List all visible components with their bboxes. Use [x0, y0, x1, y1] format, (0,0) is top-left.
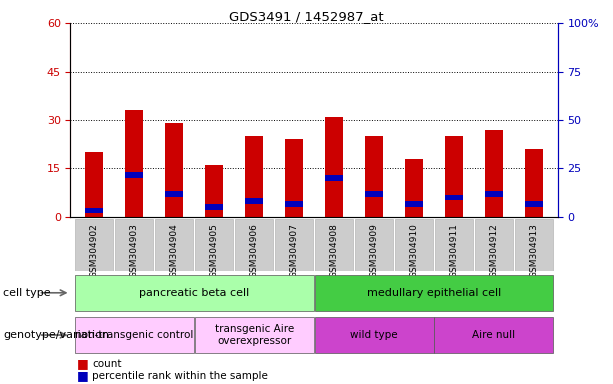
Bar: [355, 219, 393, 271]
Text: GSM304906: GSM304906: [249, 223, 259, 278]
Bar: [115, 219, 153, 271]
Text: GSM304907: GSM304907: [290, 223, 299, 278]
Text: GDS3491 / 1452987_at: GDS3491 / 1452987_at: [229, 10, 384, 23]
Bar: [445, 136, 463, 217]
Bar: [245, 198, 263, 204]
Bar: [314, 275, 554, 311]
Text: wild type: wild type: [350, 330, 398, 340]
Bar: [196, 219, 234, 271]
Text: transgenic Aire
overexpressor: transgenic Aire overexpressor: [215, 324, 294, 346]
Text: GSM304905: GSM304905: [210, 223, 219, 278]
Text: count: count: [92, 359, 121, 369]
Bar: [126, 172, 143, 178]
Text: pancreatic beta cell: pancreatic beta cell: [139, 288, 249, 298]
Bar: [485, 130, 503, 217]
Bar: [525, 149, 543, 217]
Bar: [435, 317, 554, 353]
Bar: [365, 192, 383, 197]
Bar: [195, 317, 314, 353]
Bar: [85, 208, 104, 214]
Bar: [475, 219, 513, 271]
Text: GSM304910: GSM304910: [409, 223, 419, 278]
Bar: [314, 317, 433, 353]
Text: GSM304912: GSM304912: [489, 223, 498, 278]
Text: medullary epithelial cell: medullary epithelial cell: [367, 288, 501, 298]
Text: ■: ■: [77, 358, 88, 371]
Bar: [325, 117, 343, 217]
Bar: [166, 192, 183, 197]
Bar: [205, 204, 223, 210]
Bar: [275, 219, 313, 271]
Bar: [75, 275, 314, 311]
Bar: [315, 219, 353, 271]
Bar: [205, 165, 223, 217]
Bar: [166, 123, 183, 217]
Text: GSM304908: GSM304908: [330, 223, 338, 278]
Text: genotype/variation: genotype/variation: [3, 330, 109, 340]
Text: GSM304913: GSM304913: [530, 223, 538, 278]
Bar: [235, 219, 273, 271]
Text: GSM304911: GSM304911: [449, 223, 459, 278]
Text: percentile rank within the sample: percentile rank within the sample: [92, 371, 268, 381]
Bar: [405, 201, 423, 207]
Bar: [445, 195, 463, 200]
Bar: [75, 219, 113, 271]
Bar: [75, 317, 194, 353]
Bar: [405, 159, 423, 217]
Bar: [245, 136, 263, 217]
Bar: [325, 175, 343, 181]
Bar: [485, 192, 503, 197]
Bar: [155, 219, 193, 271]
Bar: [515, 219, 553, 271]
Bar: [525, 201, 543, 207]
Bar: [285, 139, 303, 217]
Bar: [435, 219, 473, 271]
Text: cell type: cell type: [3, 288, 51, 298]
Bar: [395, 219, 433, 271]
Text: GSM304903: GSM304903: [130, 223, 139, 278]
Text: ■: ■: [77, 369, 88, 382]
Bar: [365, 136, 383, 217]
Bar: [126, 110, 143, 217]
Text: non-transgenic control: non-transgenic control: [75, 330, 194, 340]
Text: GSM304902: GSM304902: [90, 223, 99, 278]
Bar: [285, 201, 303, 207]
Text: GSM304904: GSM304904: [170, 223, 179, 278]
Bar: [85, 152, 104, 217]
Text: GSM304909: GSM304909: [370, 223, 379, 278]
Text: Aire null: Aire null: [473, 330, 516, 340]
